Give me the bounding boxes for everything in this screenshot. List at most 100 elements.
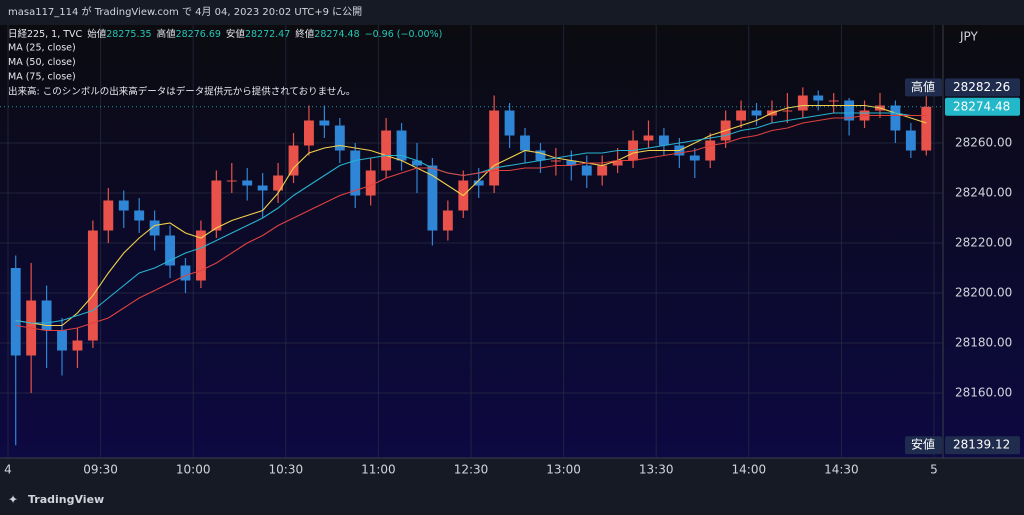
marks (0, 87, 943, 446)
candle-body (535, 150, 546, 161)
candle-body (134, 210, 145, 221)
brand: ✦ TradingView (8, 493, 104, 507)
price-tag-box (905, 78, 942, 97)
candle-body (350, 150, 361, 196)
candle-body (87, 230, 98, 341)
candle-body (504, 110, 515, 136)
legend-ohlc-value: 28274.48 (314, 29, 359, 40)
legend-title: 日経225, 1, TVC (8, 28, 83, 40)
candle-body (72, 340, 83, 351)
x-tick-label: 10:30 (269, 463, 304, 477)
candle-body (751, 110, 762, 116)
candle-body (427, 165, 438, 231)
x-tick-label: 13:00 (546, 463, 581, 477)
candle-body (412, 160, 422, 166)
candle-body (242, 180, 253, 186)
candle-body (103, 200, 114, 231)
candle-body (319, 120, 330, 126)
legend-series: MA (25, close) (8, 43, 76, 54)
candle-body (442, 210, 453, 231)
currency: JPY (959, 30, 979, 44)
legend-ohlc-label: 安値 (226, 28, 246, 40)
legend-ohlc-label: 終値 (295, 28, 315, 40)
legend-ohlc-label: 高値 (157, 28, 177, 40)
legend-ohlc: 日経225, 1, TVC 始値28275.35 高値28276.69 安値28272… (8, 28, 442, 40)
x-tick-label: 5 (930, 463, 938, 477)
brand-logo: ✦ (8, 493, 18, 507)
candle-body (365, 170, 376, 196)
candle-body (57, 330, 67, 351)
brand-name: TradingView (28, 493, 104, 506)
ma-line (15, 104, 927, 327)
legend-ohlc-label: 始値 (87, 28, 107, 40)
candle-body (643, 135, 654, 141)
candle-body (473, 180, 484, 186)
legend-series: MA (75, close) (8, 72, 76, 83)
legend-ohlc-value: 28272.47 (245, 29, 290, 40)
x-tick-label: 14:30 (824, 463, 859, 477)
legend-change: −0.96 (−0.00%) (365, 29, 443, 40)
overlay: 28160.00 28180.00 28200.00 28220.00 28240.00… (4, 28, 1020, 477)
candle-body (566, 160, 577, 166)
volume-note: 出来高: このシンボルの出来高データはデータ提供元から提供されておりません。 (8, 86, 355, 98)
candle-body (550, 160, 561, 162)
candle-body (334, 125, 345, 151)
candle-body (581, 165, 592, 176)
candle-body (195, 230, 206, 281)
price-tag-label: 高値 (911, 79, 935, 94)
x-tick-label: 09:30 (83, 463, 118, 477)
legend-ohlc-value: 28276.69 (176, 29, 221, 40)
price-tag-label: 安値 (911, 437, 935, 452)
y-tick-label: 28260.00 (955, 136, 1012, 150)
candle-body (612, 160, 623, 166)
candle-body (905, 130, 916, 151)
y-tick-label: 28160.00 (955, 386, 1012, 400)
candle-body (226, 180, 237, 182)
candle-body (10, 268, 21, 356)
x-tick-label: 14:00 (732, 463, 767, 477)
candle-body (782, 110, 793, 112)
candle-body (890, 105, 901, 131)
y-tick-label: 28220.00 (955, 236, 1012, 250)
price-label-box (945, 97, 1020, 116)
price-label-value: 28274.48 (953, 99, 1010, 113)
candle-body (118, 200, 129, 211)
price-axis (943, 25, 1024, 458)
y-tick-label: 28200.00 (955, 286, 1012, 300)
price-label-value: 28282.26 (953, 80, 1010, 94)
x-tick-label: 10:00 (176, 463, 211, 477)
y-tick-label: 28240.00 (955, 186, 1012, 200)
candle-body (180, 265, 191, 281)
candle-body (520, 135, 530, 151)
x-tick-label: 11:00 (361, 463, 396, 477)
x-tick-label: 12:30 (454, 463, 489, 477)
candle-body (211, 180, 222, 231)
candle-body (797, 95, 808, 111)
candle-body (273, 175, 284, 191)
price-label-box (945, 436, 1020, 455)
ma-line (15, 114, 927, 332)
price-label-value: 28139.12 (953, 438, 1010, 452)
candle-body (304, 120, 314, 146)
legend-series: MA (50, close) (8, 57, 76, 68)
candle-body (489, 110, 500, 186)
y-tick-label: 28180.00 (955, 336, 1012, 350)
candle-body (813, 95, 824, 101)
price-label-box (945, 78, 1020, 97)
candle-body (41, 300, 52, 331)
candle-body (257, 185, 268, 191)
candle-body (736, 110, 747, 121)
candle-body (705, 140, 716, 161)
candle-body (844, 100, 855, 121)
candle-body (288, 145, 299, 176)
candle-body (396, 130, 407, 161)
legend-ohlc-value: 28275.35 (106, 29, 151, 40)
candle-body (381, 130, 392, 171)
candle-body (921, 106, 932, 151)
publisher: masa117_114 が TradingView.com で 4月 04, 2… (8, 5, 362, 18)
candle-body (658, 135, 669, 146)
price-tag-box (905, 436, 942, 455)
x-tick-label: 4 (4, 463, 12, 477)
grid (0, 25, 943, 458)
